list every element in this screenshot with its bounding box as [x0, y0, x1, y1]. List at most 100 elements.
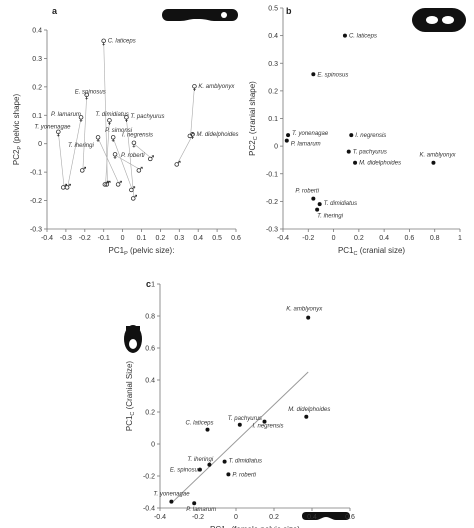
x-tick-label: 0.1: [137, 235, 147, 242]
male-point: ♂: [115, 180, 122, 189]
x-tick-label: -0.2: [192, 514, 204, 521]
y-tick-label: -0.1: [30, 170, 42, 177]
pelvis-icon: [302, 512, 350, 520]
male-point: ♂: [104, 180, 111, 189]
point-label: K. amblyonyx: [419, 153, 456, 159]
y-tick-label: 0: [38, 141, 42, 148]
data-point: [222, 459, 227, 464]
pair-connector: [190, 86, 195, 136]
y-tick-label: 0.8: [145, 314, 155, 321]
pair-connector: [177, 135, 193, 164]
point-label: P. lamarum: [51, 112, 81, 118]
male-point: ♂: [60, 182, 67, 191]
data-point: [353, 160, 358, 165]
data-point: [315, 207, 320, 212]
x-tick-label: -0.1: [98, 235, 110, 242]
female-point: ♀: [110, 134, 116, 143]
point-label: I. negrensis: [253, 424, 284, 430]
y-tick-label: 0.1: [32, 113, 42, 120]
data-point: [286, 133, 291, 138]
x-tick-label: 0.8: [430, 235, 440, 242]
point-label: K. amblyonyx: [198, 84, 235, 90]
x-tick-label: 0.2: [156, 235, 166, 242]
x-tick-label: 0.5: [212, 235, 222, 242]
point-label: E. spinosus: [170, 468, 201, 474]
data-point: [284, 138, 289, 143]
x-tick-label: 0.2: [269, 514, 279, 521]
x-axis-title: PC1C (cranial size): [338, 246, 405, 257]
x-tick-label: 0: [234, 514, 238, 521]
female-point: ♀: [55, 128, 61, 137]
x-axis-title: PC1P (female pelvic size): [210, 525, 300, 528]
female-point: ♀: [78, 114, 84, 123]
x-axis-title: PC1P (pelvic size):: [109, 246, 175, 257]
pair-connector: [105, 120, 110, 184]
data-point: [192, 501, 197, 506]
x-tick-label: 0.4: [379, 235, 389, 242]
y-tick-label: 0.2: [145, 410, 155, 417]
pair-connector: [97, 137, 120, 184]
data-point: [431, 160, 436, 165]
x-tick-label: 0.3: [174, 235, 184, 242]
male-point: ♂: [128, 185, 135, 194]
y-tick-label: -0.3: [266, 227, 278, 234]
data-point: [311, 196, 316, 201]
male-point: ♂: [147, 154, 154, 163]
point-label: C. laticeps: [108, 38, 136, 44]
y-tick-label: -0.3: [30, 227, 42, 234]
x-tick-label: 0.4: [307, 514, 317, 521]
panel-b-plot: -0.4 -0.2 0 0.2 0.4 0.6 0.8 1 -0.3 -0.2 -0.1 0 0.1 0.…: [248, 6, 462, 258]
panel-b: b -0.4 -0.2 0 0.2 0.4 0.6 0.8 1 -0.3 -0.2 -0.1 0 0.1…: [248, 6, 466, 258]
data-point: [317, 202, 322, 207]
x-tick-label: -0.2: [302, 235, 314, 242]
y-tick-label: 0: [151, 442, 155, 449]
male-point: ♂: [79, 165, 86, 174]
y-tick-label: 0.3: [32, 56, 42, 63]
pair-connector: [112, 137, 133, 190]
point-label: T. pachyurus: [353, 150, 387, 156]
point-label: T. iheringi: [68, 143, 94, 149]
data-point: [342, 33, 347, 38]
point-label: T. pachyurus: [130, 114, 164, 120]
point-label: P. roberti: [121, 153, 145, 159]
point-label: T. dimidiatus: [324, 201, 357, 207]
point-label: P. roberti: [295, 189, 319, 195]
point-label: T. yonenagae: [292, 131, 329, 137]
x-tick-label: -0.4: [277, 235, 289, 242]
point-label: E. spinosus: [317, 72, 348, 78]
point-label: P. simonsi: [105, 128, 133, 134]
point-label: E. spinosus: [75, 89, 106, 95]
y-tick-label: 1: [151, 282, 155, 289]
point-label: T. dimidiatus: [95, 112, 128, 118]
x-tick-label: 0: [332, 235, 336, 242]
panel-c: c -0.4 -0.2 0 0.2 0.4 0.6 -0.4 -0.2 0 0.2 0.4 0.6 0.…: [124, 279, 355, 528]
y-tick-label: 0.4: [32, 28, 42, 35]
point-label: I. negrensis: [355, 133, 386, 139]
data-point: [207, 462, 212, 467]
point-label: P. roberti: [232, 472, 256, 478]
point-label: P. lamarum: [186, 507, 216, 513]
point-label: P. lamarum: [291, 142, 321, 148]
y-tick-label: -0.2: [30, 198, 42, 205]
pelvis-icon: [162, 9, 238, 21]
x-tick-label: 0.6: [231, 235, 241, 242]
male-point: ♂: [64, 182, 71, 191]
female-point: ♀: [84, 91, 90, 100]
female-point: ♀: [123, 114, 129, 123]
panel-a-letter: a: [52, 6, 58, 16]
panel-a: a -0.4 -0.3 -0.2 -0.1 0 0.1 0.2 0.3 0.4 0.5 0.6-0.…: [12, 6, 241, 257]
panel-c-letter: c: [146, 279, 151, 289]
x-tick-label: 1: [458, 235, 462, 242]
y-tick-label: 0.4: [145, 378, 155, 385]
data-point: [306, 315, 311, 320]
female-point: ♀: [106, 117, 112, 126]
x-tick-label: 0.4: [193, 235, 203, 242]
y-tick-label: 0: [274, 144, 278, 151]
female-point: ♀: [131, 140, 137, 149]
pair-connector: [133, 143, 152, 159]
point-label: M. didelphoides: [359, 161, 401, 167]
y-tick-label: 0.4: [268, 33, 278, 40]
data-point: [262, 419, 267, 424]
female-point: ♀: [95, 134, 101, 143]
skull-icon: [124, 325, 142, 353]
